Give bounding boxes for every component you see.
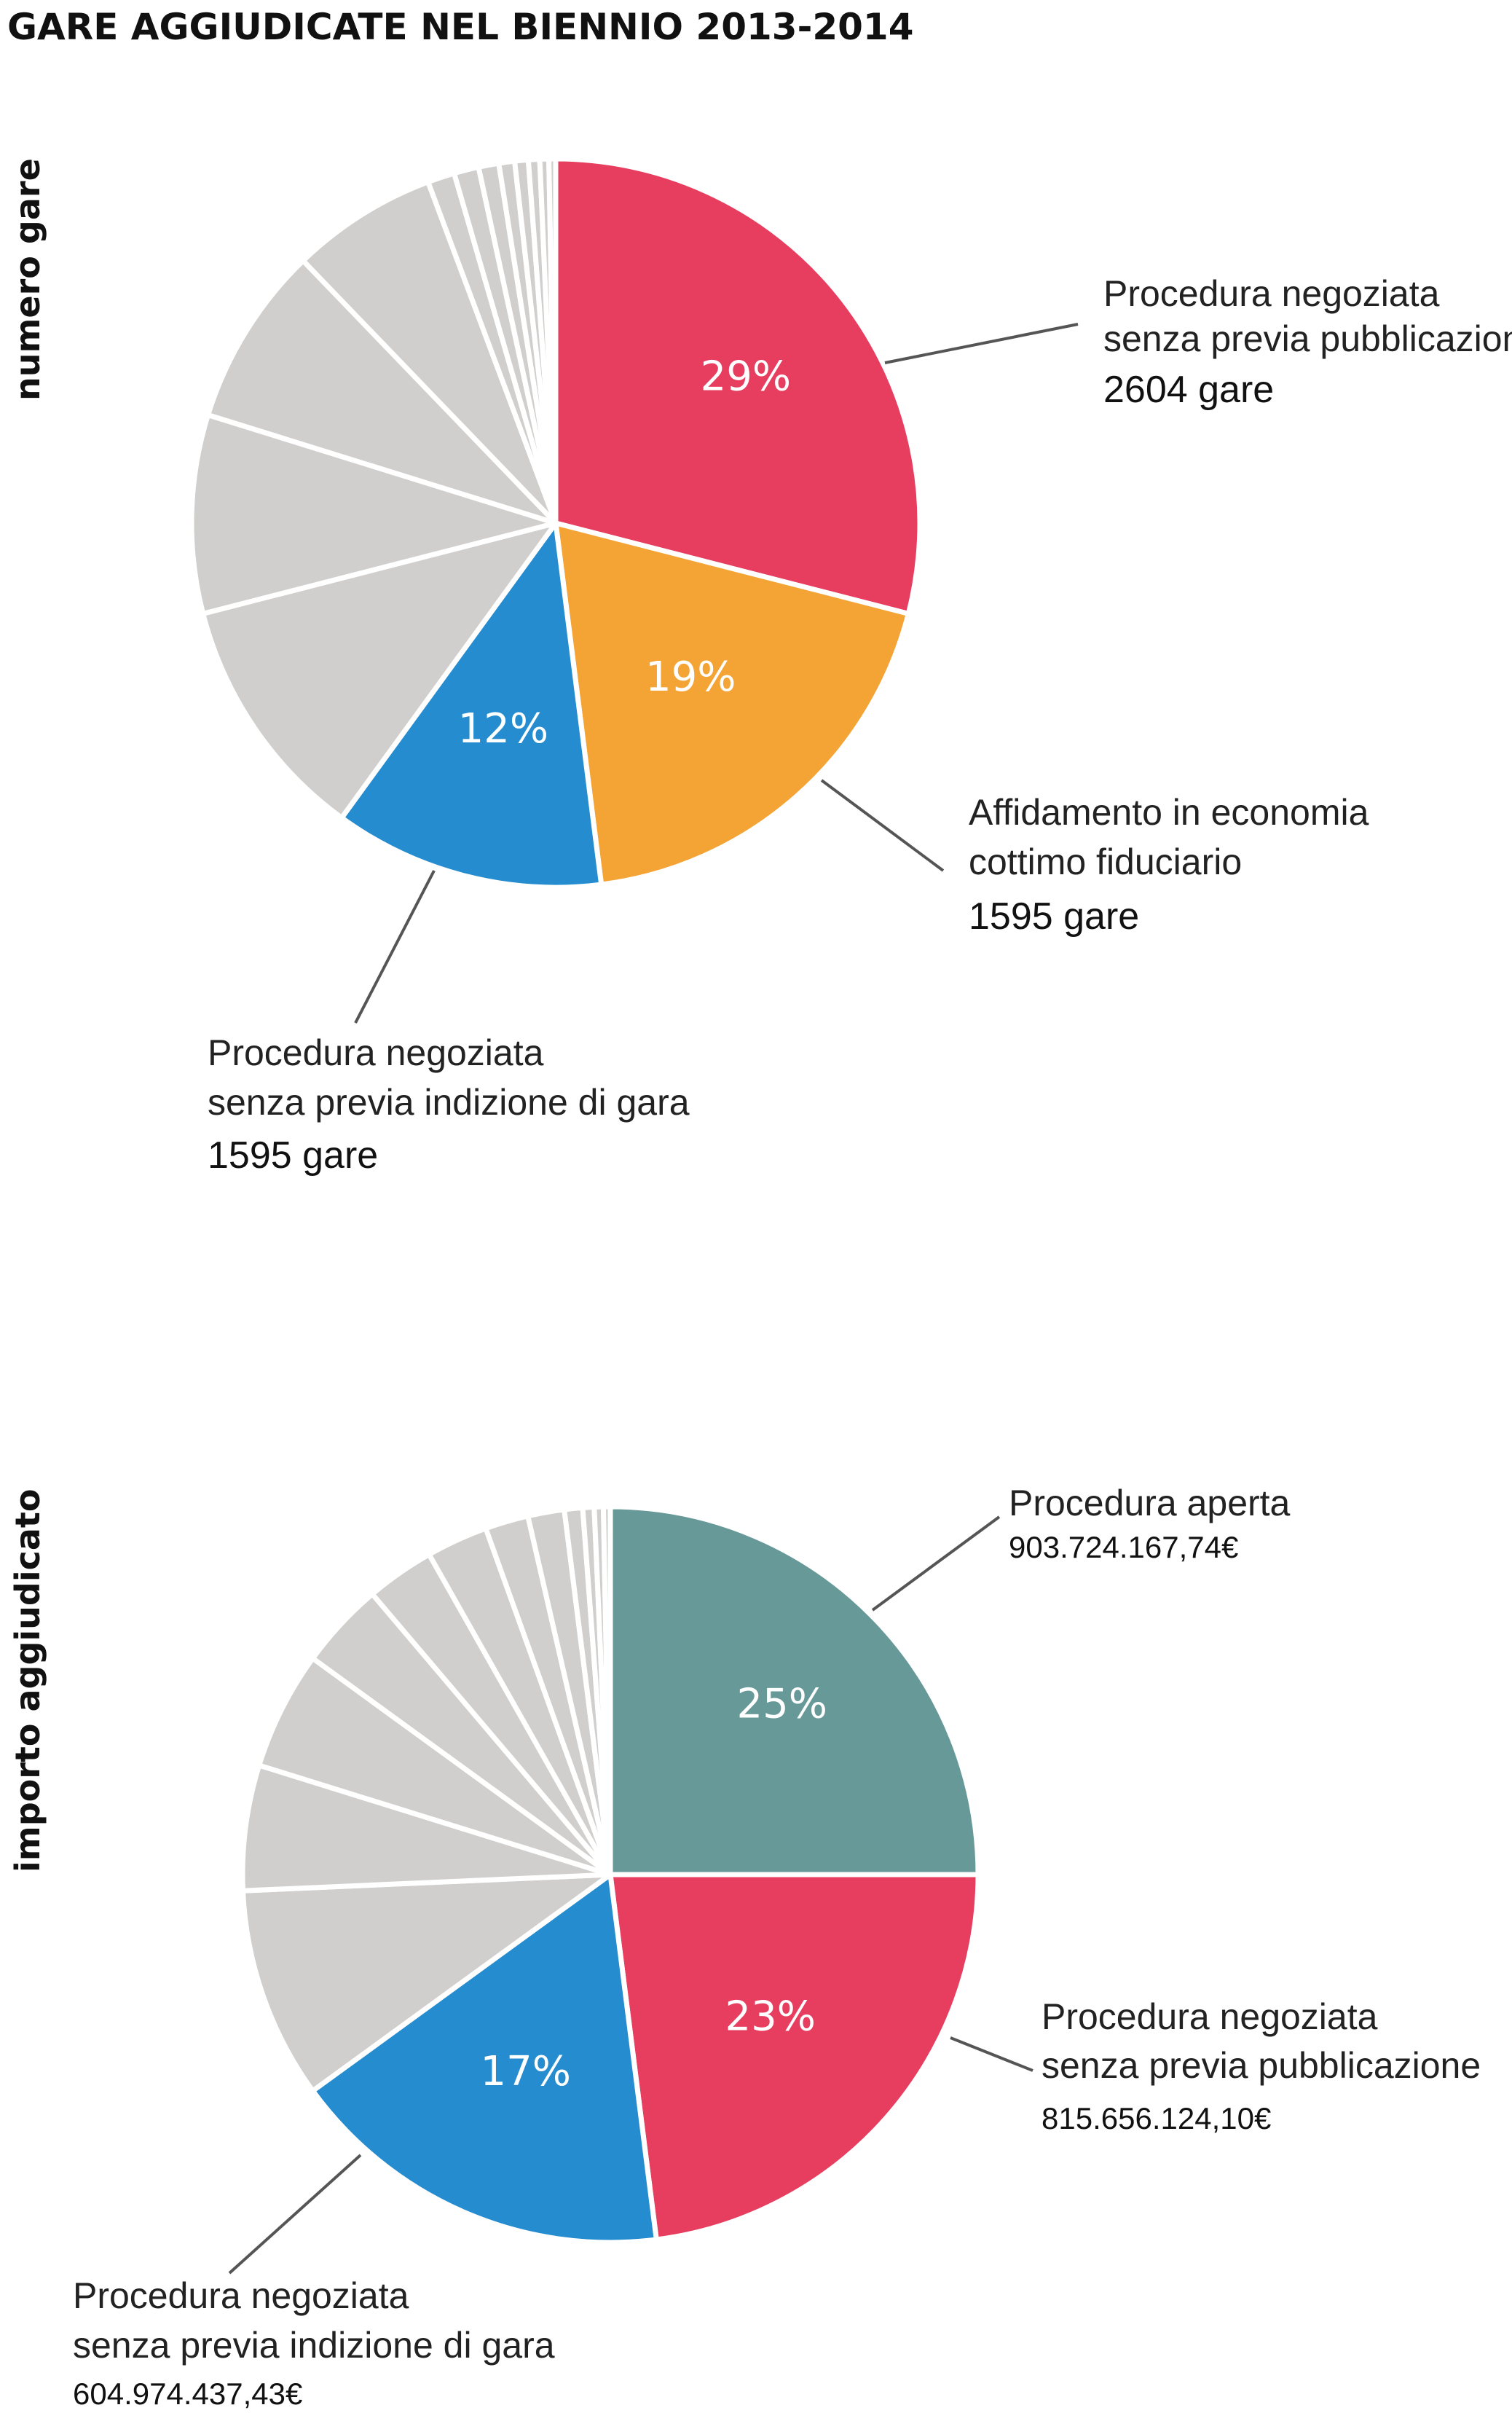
chart-2-leader-2 — [228, 2154, 362, 2275]
chart-1-value-1: 1595 gare — [969, 895, 1139, 938]
chart-2-value-1: 815.656.124,10€ — [1042, 2101, 1271, 2135]
chart-2-leader-0 — [871, 1515, 1001, 1612]
chart-1-value-2: 1595 gare — [208, 1134, 378, 1177]
chart-1-slice-0-pct-label: 29% — [701, 353, 791, 401]
chart-2-leader-1 — [950, 2036, 1033, 2072]
page-title: GARE AGGIUDICATE NEL BIENNIO 2013-2014 — [7, 6, 913, 48]
chart-2-callout-0: Procedura aperta 903.724.167,74€ — [871, 1483, 1291, 1612]
chart-1-slice-1 — [553, 520, 911, 887]
chart-1-slice-1-pct-label: 19% — [645, 654, 736, 701]
chart-2-label-2-line-1: senza previa indizione di gara — [73, 2325, 555, 2366]
chart-1-slice-5 — [205, 258, 559, 526]
chart-1-label-2-line-1: senza previa indizione di gara — [208, 1082, 690, 1123]
chart-2-label-1-line-0: Procedura negoziata — [1042, 1996, 1378, 2037]
chart-2-callout-2: Procedura negoziata senza previa indizio… — [73, 2154, 555, 2411]
chart-1-leader-1 — [820, 779, 945, 872]
chart-1-slice-0 — [553, 156, 923, 616]
chart-2-value-2: 604.974.437,43€ — [73, 2377, 302, 2411]
chart-2-slice-2-pct-label: 17% — [480, 2048, 570, 2095]
chart-2-slice-3 — [240, 1872, 613, 2094]
chart-2-slice-0-pct-label: 25% — [736, 1680, 827, 1727]
chart-1-slice-2-pct-label: 12% — [458, 705, 548, 753]
chart-1-leader-0 — [884, 323, 1079, 364]
chart-2-value-0: 903.724.167,74€ — [1009, 1530, 1238, 1564]
chart-1-value-0: 2604 gare — [1103, 369, 1274, 411]
chart-2-label-0-line-0: Procedura aperta — [1009, 1483, 1291, 1523]
chart-2-slice-0 — [607, 1504, 981, 1877]
chart-1-callout-0: Procedura negoziata senza previa pubblic… — [884, 273, 1512, 411]
chart-1-slice-4 — [189, 412, 559, 616]
chart-1-callout-1: Affidamento in economia cottimo fiduciar… — [820, 779, 1369, 938]
chart-2-side-label: importo aggiudicato — [8, 1488, 47, 1872]
chart-1-pie: 29% 19% 12% — [189, 156, 923, 890]
chart-1-leader-2 — [354, 870, 436, 1024]
chart-1-label-1-line-1: cottimo fiduciario — [969, 841, 1242, 882]
chart-2-callout-1: Procedura negoziata senza previa pubblic… — [950, 1996, 1481, 2135]
chart-1-label-1-line-0: Affidamento in economia — [969, 792, 1369, 833]
chart-1-label-2-line-0: Procedura negoziata — [208, 1032, 544, 1073]
chart-1-slice-6 — [300, 179, 559, 526]
chart-1-slice-2 — [339, 520, 605, 890]
chart-2-slice-1 — [607, 1872, 981, 2243]
chart-2-slice-1-pct-label: 23% — [725, 1993, 815, 2041]
chart-1-slice-3 — [200, 520, 559, 821]
chart-1-label-0-line-0: Procedura negoziata — [1103, 273, 1440, 314]
chart-1-slice-14 — [546, 156, 559, 526]
chart-2-slice-14 — [600, 1504, 613, 1877]
chart-2-pie: 25% 23% 17% — [240, 1504, 981, 2245]
chart-1-callout-2: Procedura negoziata senza previa indizio… — [208, 870, 690, 1177]
chart-2-slice-4 — [240, 1762, 613, 1894]
chart-1-label-0-line-1: senza previa pubblicazione — [1103, 318, 1512, 359]
chart-1-side-label: numero gare — [8, 158, 47, 401]
chart-2-slice-2 — [310, 1872, 659, 2245]
chart-2-label-1-line-1: senza previa pubblicazione — [1042, 2045, 1481, 2086]
chart-2-label-2-line-0: Procedura negoziata — [73, 2275, 409, 2316]
